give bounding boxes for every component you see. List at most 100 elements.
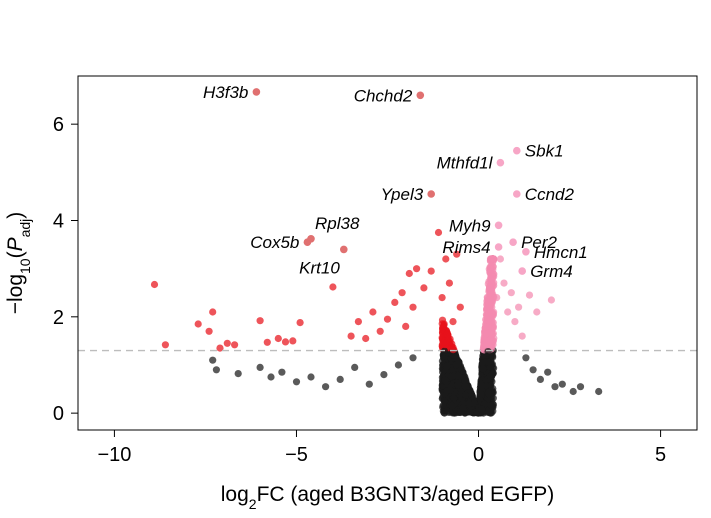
data-point bbox=[322, 383, 330, 391]
data-point bbox=[576, 383, 585, 391]
data-point bbox=[522, 354, 530, 362]
highlighted-gene-point bbox=[427, 190, 436, 198]
data-point bbox=[486, 372, 494, 381]
data-point bbox=[536, 375, 545, 383]
data-point bbox=[478, 405, 486, 413]
data-point bbox=[307, 373, 315, 381]
data-point bbox=[354, 318, 362, 326]
data-point bbox=[449, 346, 457, 354]
data-point bbox=[376, 327, 384, 335]
data-point bbox=[448, 402, 456, 410]
highlighted-gene-point bbox=[509, 238, 517, 246]
data-point bbox=[496, 255, 504, 263]
data-point bbox=[440, 397, 449, 405]
data-point bbox=[484, 348, 492, 356]
gene-label: Chchd2 bbox=[354, 86, 413, 105]
data-point bbox=[234, 370, 242, 378]
data-point bbox=[420, 284, 428, 292]
data-point bbox=[223, 339, 231, 347]
data-point bbox=[443, 362, 452, 370]
data-point bbox=[394, 361, 402, 369]
data-point bbox=[409, 303, 417, 311]
data-point bbox=[558, 380, 566, 388]
data-point bbox=[518, 332, 526, 340]
highlighted-gene-point bbox=[513, 190, 521, 198]
data-point bbox=[336, 375, 344, 383]
data-point bbox=[256, 363, 264, 371]
data-point bbox=[478, 359, 487, 367]
data-point bbox=[329, 283, 337, 291]
data-point bbox=[231, 341, 239, 349]
data-point bbox=[256, 317, 264, 325]
gene-label: Cox5b bbox=[250, 233, 299, 252]
data-point bbox=[461, 391, 469, 399]
data-point bbox=[452, 361, 460, 369]
data-point bbox=[380, 371, 388, 379]
data-point bbox=[507, 289, 515, 297]
data-point bbox=[443, 407, 451, 415]
data-point bbox=[486, 257, 494, 265]
data-point bbox=[515, 303, 523, 311]
x-tick-label: −10 bbox=[97, 444, 131, 466]
gene-label: H3f3b bbox=[203, 83, 248, 102]
data-point bbox=[365, 380, 373, 388]
data-point bbox=[529, 366, 537, 374]
data-point bbox=[347, 332, 355, 340]
data-point bbox=[296, 319, 304, 327]
highlighted-gene-point bbox=[340, 245, 348, 254]
data-point bbox=[439, 324, 447, 332]
data-point bbox=[391, 298, 399, 306]
data-point bbox=[351, 363, 359, 371]
data-point bbox=[205, 327, 213, 335]
data-point bbox=[150, 280, 159, 289]
data-point bbox=[209, 356, 217, 364]
data-point bbox=[405, 269, 413, 278]
y-tick-label: 2 bbox=[53, 307, 64, 329]
data-point bbox=[504, 308, 512, 316]
gene-label: Mthfd1l bbox=[437, 154, 494, 173]
data-point bbox=[438, 294, 446, 302]
data-point bbox=[449, 318, 457, 326]
data-point bbox=[289, 337, 297, 345]
gene-label: Krt10 bbox=[299, 258, 340, 277]
data-point bbox=[456, 303, 464, 311]
x-tick-label: 5 bbox=[655, 444, 666, 466]
data-point bbox=[477, 381, 485, 389]
x-tick-label: −5 bbox=[285, 444, 308, 466]
data-point bbox=[470, 399, 478, 407]
data-point bbox=[398, 289, 406, 297]
gene-label: Grm4 bbox=[530, 262, 573, 281]
data-point bbox=[465, 400, 473, 408]
data-point bbox=[434, 228, 443, 237]
data-point bbox=[274, 334, 282, 343]
data-point bbox=[485, 390, 493, 398]
highlighted-gene-point bbox=[496, 158, 505, 167]
data-point bbox=[450, 394, 458, 402]
gene-labels-layer: H3f3b Chchd2 Sbk1 Mthfd1l Ypel3 Ccnd2 Myh9 Rpl3… bbox=[203, 83, 588, 281]
data-point bbox=[551, 383, 559, 391]
y-tick-label: 6 bbox=[53, 114, 64, 136]
data-point bbox=[212, 366, 220, 374]
data-point bbox=[595, 387, 603, 396]
data-point bbox=[446, 386, 454, 394]
plot-frame bbox=[77, 75, 698, 431]
data-point bbox=[485, 305, 493, 313]
gene-label: Myh9 bbox=[449, 216, 491, 235]
highlighted-gene-point bbox=[513, 146, 521, 155]
data-point bbox=[569, 387, 577, 396]
x-tick-label: 0 bbox=[473, 444, 484, 466]
data-point bbox=[281, 338, 290, 346]
data-point bbox=[413, 265, 421, 273]
data-point bbox=[161, 341, 169, 349]
gene-label: Ccnd2 bbox=[525, 185, 575, 204]
data-point bbox=[441, 376, 449, 384]
data-point bbox=[362, 334, 370, 343]
data-point bbox=[477, 390, 485, 398]
data-point bbox=[511, 318, 519, 326]
data-point bbox=[209, 308, 217, 316]
data-point bbox=[544, 368, 552, 376]
data-point bbox=[409, 354, 417, 362]
data-point bbox=[489, 269, 497, 278]
data-point bbox=[292, 378, 301, 386]
